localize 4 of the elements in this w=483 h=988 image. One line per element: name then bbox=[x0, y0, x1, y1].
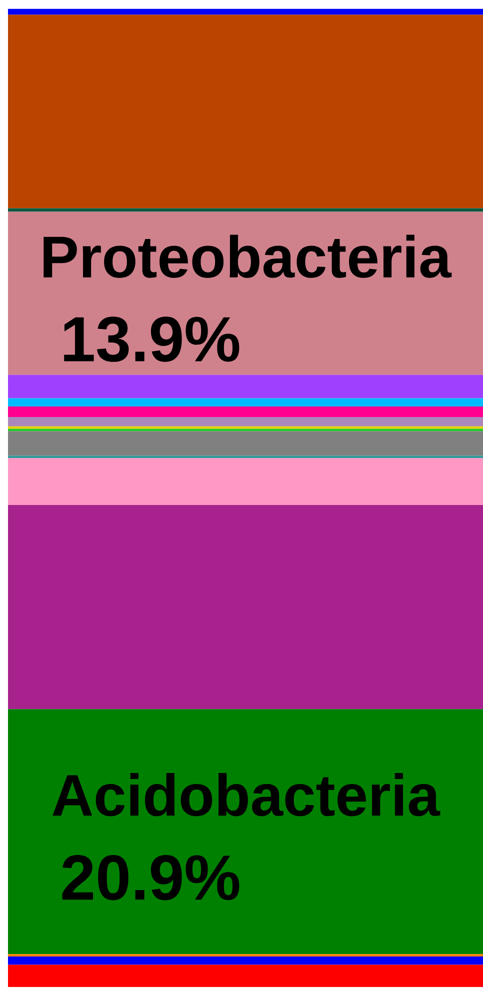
series-label: Proteobacteria bbox=[44, 234, 452, 278]
data-label: 20.9% bbox=[62, 855, 240, 900]
series-label: Acidobacteria bbox=[52, 773, 440, 816]
data-label: 13.9% bbox=[64, 316, 240, 362]
